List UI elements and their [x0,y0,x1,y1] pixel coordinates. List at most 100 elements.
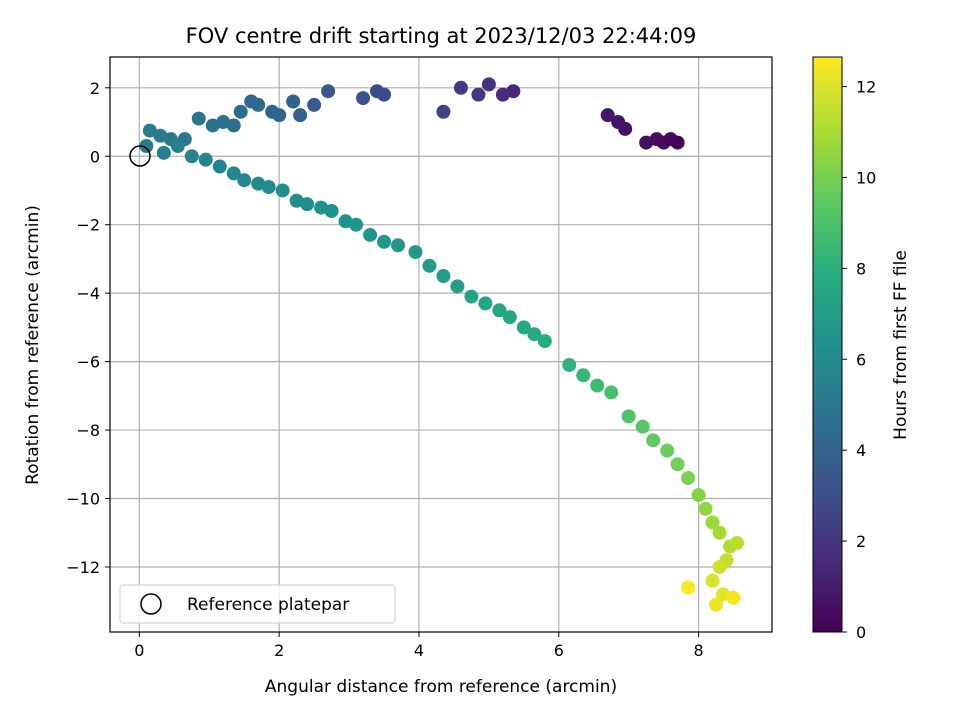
data-point [139,138,154,153]
y-tick-label: −8 [76,421,100,440]
data-point [712,559,727,574]
data-point [205,118,220,133]
data-point [349,217,364,232]
data-point [153,128,168,143]
colorbar-tick-label: 10 [856,168,876,187]
data-point [604,385,619,400]
data-point [275,183,290,198]
data-point [300,197,315,212]
x-tick-label: 2 [274,641,284,660]
data-point [436,104,451,119]
y-tick-label: −4 [76,284,100,303]
reference-marker [129,145,151,167]
y-tick-label: −10 [66,490,100,509]
data-point [244,94,259,109]
data-point [527,327,542,342]
data-point [191,111,206,126]
y-tick-label: −12 [66,558,100,577]
data-points [139,77,745,612]
data-point [635,419,650,434]
colorbar-ticks: 0 2 4 6 8 10 12 [842,78,876,642]
legend: Reference platepar [119,584,396,624]
data-point [726,590,741,605]
data-point [370,84,385,99]
data-point [184,149,199,164]
data-point [170,138,185,153]
data-point [590,378,605,393]
data-point [492,303,507,318]
data-point [495,87,510,102]
data-point [436,269,451,284]
data-point [226,166,241,181]
x-tick-label: 4 [414,641,424,660]
data-point [324,204,339,219]
data-point [453,80,468,95]
data-point [698,501,713,516]
x-tick-label: 0 [134,641,144,660]
data-point [391,238,406,253]
data-point [660,443,675,458]
colorbar-tick-label: 6 [856,350,866,369]
data-point [356,91,371,106]
y-tick-label: 2 [90,79,100,98]
colorbar-tick-label: 8 [856,259,866,278]
data-point [464,289,479,304]
data-point [321,84,336,99]
data-point [212,159,227,174]
data-point [307,97,322,112]
data-point [611,115,626,130]
y-tick-label: −2 [76,216,100,235]
data-point [142,123,157,138]
chart-title: FOV centre drift starting at 2023/12/03 … [186,24,697,48]
data-point [537,334,552,349]
grid-lines [110,57,772,632]
data-point [712,525,727,540]
data-point [450,279,465,294]
data-point [502,310,517,325]
data-point [516,320,531,335]
data-point [237,173,252,188]
colorbar-tick-label: 4 [856,441,866,460]
data-point [478,296,493,311]
data-point [730,536,745,551]
y-axis-label: Rotation from reference (arcmin) [23,205,43,485]
data-point [621,409,636,424]
legend-marker [140,593,162,615]
x-tick-label: 8 [694,641,704,660]
colorbar-tick-label: 12 [856,78,876,97]
x-axis-ticks: 0 2 4 6 8 [134,632,704,660]
colorbar [812,56,843,633]
x-tick-label: 6 [554,641,564,660]
legend-box [119,584,396,624]
data-point [408,245,423,260]
data-point [286,94,301,109]
data-point [670,457,685,472]
data-point [646,433,661,448]
data-point [422,258,437,273]
y-axis-ticks: 2 0 −2 −4 −6 −8 −10 −12 [66,79,110,577]
data-point [363,227,378,242]
data-point [156,145,171,160]
data-point [639,135,654,150]
y-tick-label: −6 [76,353,100,372]
data-point [261,180,276,195]
legend-label: Reference platepar [187,595,349,615]
data-point [562,358,577,373]
data-point [377,234,392,249]
data-point [709,597,724,612]
data-point [198,152,213,167]
colorbar-tick-label: 2 [856,532,866,551]
data-point [576,368,591,383]
colorbar-label: Hours from first FF file [891,250,911,440]
data-point [265,104,280,119]
data-point [293,108,308,123]
data-point [681,580,696,595]
y-tick-label: 0 [90,147,100,166]
data-point [481,77,496,92]
colorbar-tick-label: 0 [856,623,866,642]
data-point [705,573,720,588]
data-point [681,470,696,485]
x-axis-label: Angular distance from reference (arcmin) [265,677,617,697]
data-point [233,104,248,119]
